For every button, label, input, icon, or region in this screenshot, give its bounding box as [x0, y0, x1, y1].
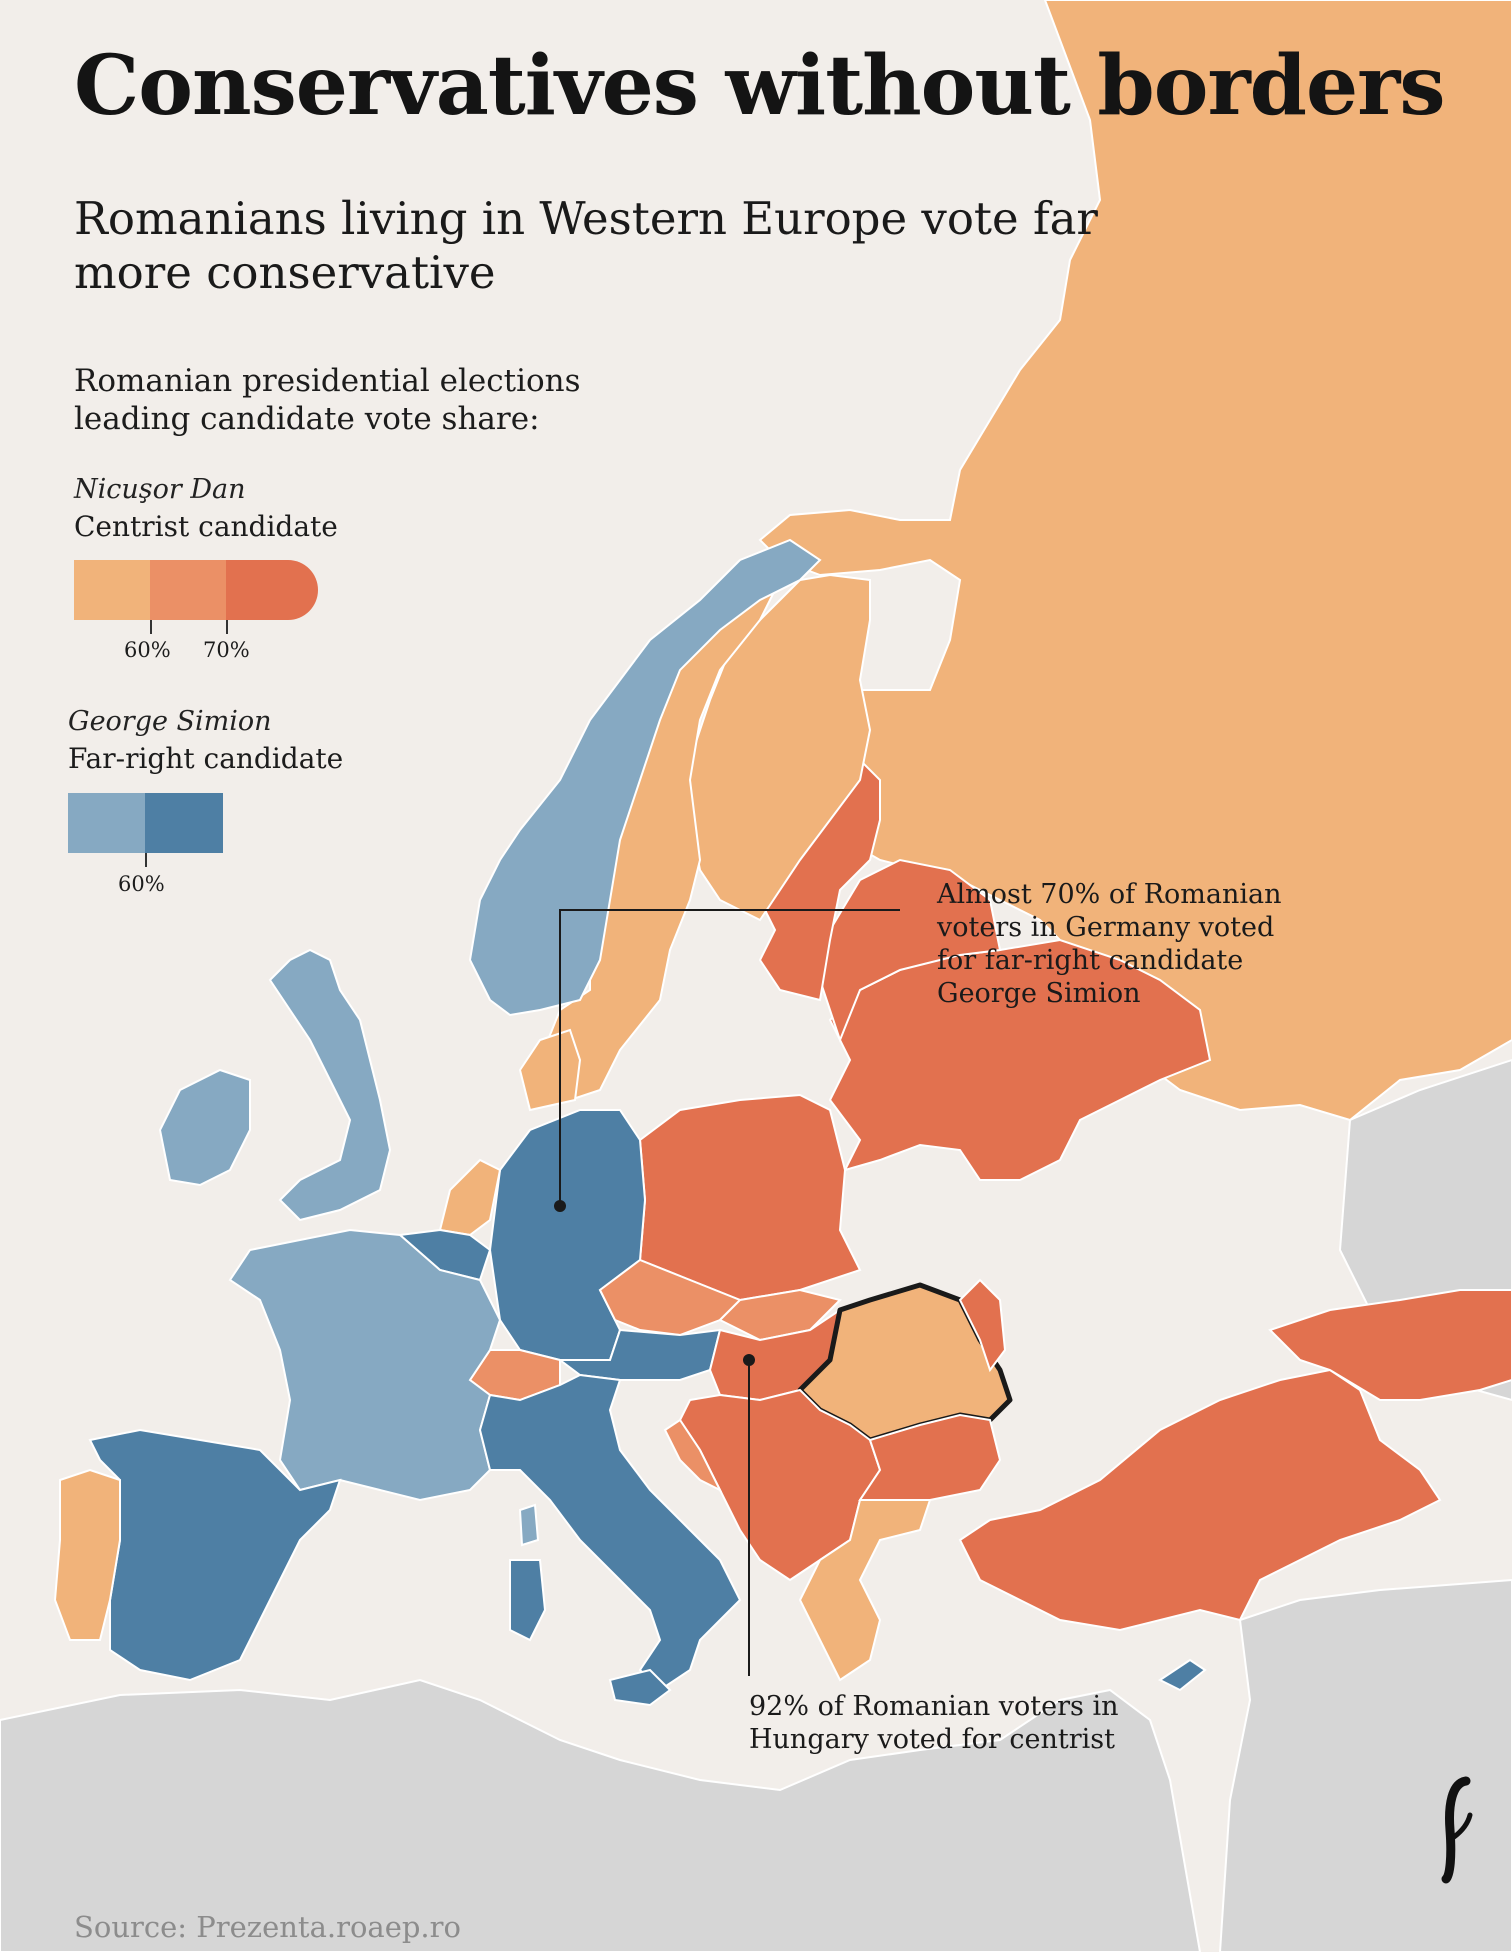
- region-uk: [268, 948, 392, 1222]
- region-ukraine: [828, 938, 1212, 1181]
- region-netherlands: [438, 1158, 502, 1237]
- legend-farright-description: Far-right candidate: [68, 742, 344, 775]
- legend-centrist-name: Nicuşor Dan: [74, 474, 246, 505]
- region-croatia: [663, 1418, 723, 1493]
- region-sardinia: [509, 1559, 547, 1642]
- legend-farright-tick: [145, 853, 147, 867]
- legend-farright-tick-label: 60%: [118, 872, 165, 896]
- region-cyprus: [1158, 1658, 1207, 1692]
- legend-centrist-tick: [226, 620, 228, 634]
- legend-centrist-swatch-low: [74, 560, 152, 620]
- region-ireland: [158, 1068, 251, 1187]
- region-middle-east: [1218, 1578, 1512, 1952]
- source-note: Source: Prezenta.roaep.ro: [74, 1910, 461, 1944]
- region-north-africa: [0, 1678, 1202, 1952]
- region-portugal: [53, 1468, 121, 1641]
- region-bulgaria: [858, 1413, 1002, 1501]
- publisher-logo-icon: [1441, 1776, 1473, 1884]
- region-poland: [638, 1093, 862, 1302]
- region-italy: [478, 1373, 742, 1692]
- legend-farright-swatch-high: [145, 793, 223, 853]
- region-greece: [798, 1499, 932, 1682]
- hungary-marker: [743, 1354, 755, 1366]
- legend-heading: Romanian presidential elections leading …: [74, 363, 581, 437]
- region-denmark: [518, 1028, 582, 1112]
- legend-farright-name: George Simion: [68, 706, 272, 737]
- region-moldova: [958, 1278, 1007, 1373]
- legend-centrist-swatch-mid: [150, 560, 228, 620]
- region-caucasus: [1268, 1289, 1512, 1401]
- annotation-germany: Almost 70% of Romanian voters in Germany…: [937, 879, 1282, 1009]
- legend-centrist-tick: [150, 620, 152, 634]
- region-corsica: [518, 1503, 540, 1547]
- germany-leader-line: [559, 909, 900, 1206]
- legend-centrist-tick-label: 60%: [124, 638, 171, 662]
- annotation-hungary: 92% of Romanian voters in Hungary voted …: [749, 1691, 1119, 1755]
- page-subtitle: Romanians living in Western Europe vote …: [74, 192, 1098, 299]
- legend-centrist-swatch-high: [226, 560, 318, 620]
- region-turkey: [958, 1368, 1442, 1632]
- page-title: Conservatives without borders: [74, 38, 1446, 134]
- legend-centrist-description: Centrist candidate: [74, 510, 338, 543]
- region-sicily: [608, 1668, 672, 1707]
- legend-farright-swatch-low: [68, 793, 146, 853]
- legend-centrist-tick-label: 70%: [203, 638, 250, 662]
- germany-marker: [554, 1200, 566, 1212]
- region-norway: [468, 538, 822, 1017]
